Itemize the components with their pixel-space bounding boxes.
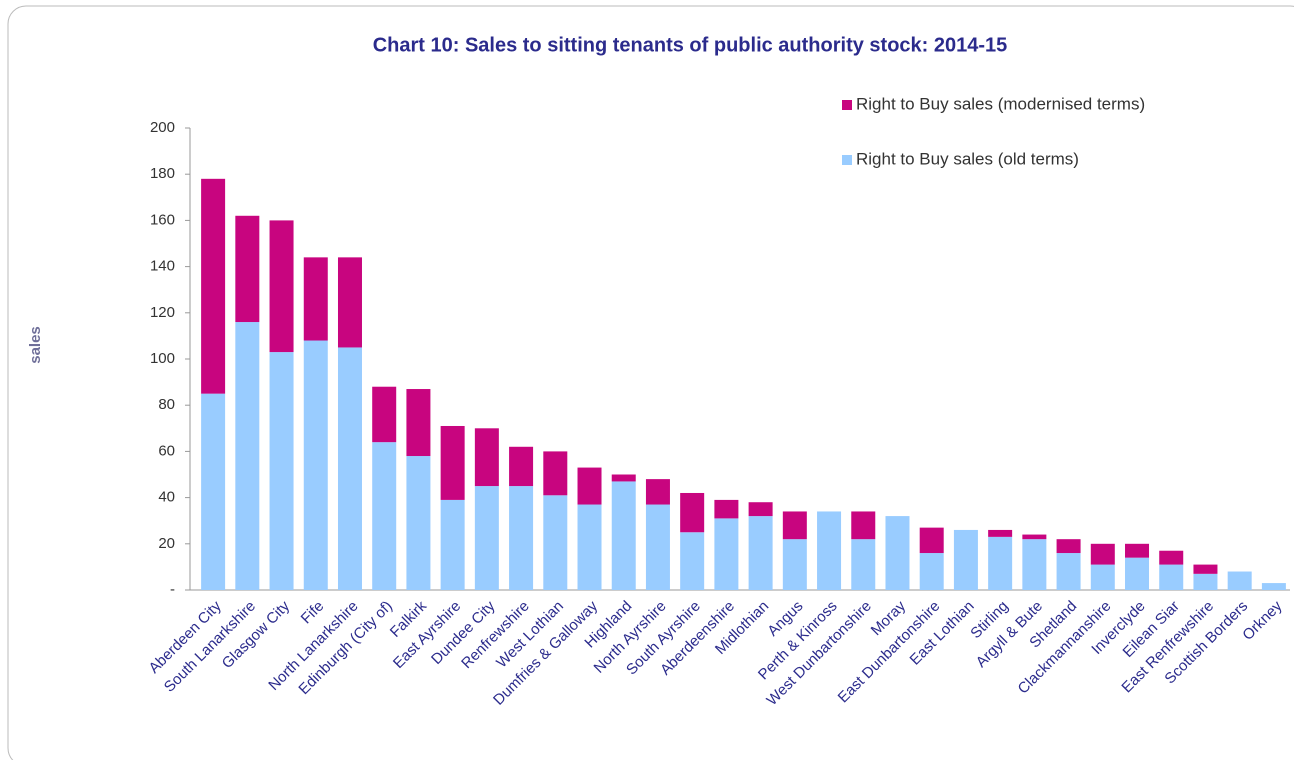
bar-segment: [1193, 573, 1218, 590]
y-tick-label: 60: [158, 442, 175, 459]
legend-swatch: [842, 155, 852, 165]
bar-segment: [372, 386, 397, 443]
bar-segment: [577, 467, 602, 505]
bar-segment: [337, 347, 362, 590]
bar-segment: [303, 340, 328, 590]
bar-segment: [1193, 564, 1218, 574]
bar-segment: [440, 499, 465, 590]
bar-segment: [440, 425, 465, 500]
bar-segment: [680, 492, 705, 533]
bar-segment: [269, 220, 294, 353]
bar-segment: [1022, 534, 1047, 540]
bar-segment: [1090, 564, 1115, 590]
bar-segment: [543, 451, 568, 496]
bar-segment: [269, 352, 294, 590]
bar-segment: [1159, 564, 1184, 590]
y-tick-label: 80: [158, 396, 175, 413]
bar-segment: [406, 456, 431, 590]
bar-segment: [474, 428, 499, 487]
bar-segment: [1056, 553, 1081, 590]
bar-segment: [645, 479, 670, 505]
bar-segment: [201, 393, 226, 590]
bar-segment: [201, 178, 226, 394]
y-axis-label: sales: [27, 326, 44, 364]
bar-segment: [645, 504, 670, 590]
bar-segment: [1022, 539, 1047, 590]
y-tick-label: 120: [150, 304, 175, 321]
bar-segment: [611, 474, 636, 482]
bar-segment: [885, 516, 910, 590]
chart-title: Chart 10: Sales to sitting tenants of pu…: [373, 34, 1008, 56]
legend-swatch: [842, 100, 852, 110]
y-tick-label: 140: [150, 258, 175, 275]
bar-segment: [1090, 543, 1115, 565]
bar-segment: [714, 518, 739, 590]
bar-segment: [919, 527, 944, 554]
bar-segment: [1056, 539, 1081, 554]
bar-segment: [406, 389, 431, 457]
bar-segment: [748, 516, 773, 590]
bar-segment: [1261, 583, 1286, 590]
bar-segment: [748, 502, 773, 517]
bar-segment: [509, 446, 534, 487]
bar-segment: [577, 504, 602, 590]
bar-segment: [782, 539, 807, 590]
y-tick-label: 40: [158, 489, 175, 506]
bar-segment: [680, 532, 705, 590]
bar-segment: [543, 495, 568, 590]
y-tick-label: 100: [150, 350, 175, 367]
bar-segment: [953, 529, 978, 590]
y-tick-label: 200: [150, 119, 175, 136]
legend-label: Right to Buy sales (old terms): [856, 149, 1079, 168]
y-tick-label: -: [170, 581, 175, 598]
bar-segment: [474, 486, 499, 590]
bar-segment: [235, 322, 260, 590]
bar-segment: [372, 442, 397, 590]
bar-segment: [714, 499, 739, 519]
bar-segment: [1125, 543, 1150, 558]
y-tick-label: 180: [150, 165, 175, 182]
bar-segment: [851, 511, 876, 540]
bar-segment: [1159, 550, 1184, 565]
bar-segment: [817, 511, 842, 590]
bar-segment: [611, 481, 636, 590]
y-tick-label: 160: [150, 211, 175, 228]
bar-segment: [235, 215, 260, 323]
bar-segment: [988, 536, 1013, 590]
y-tick-label: 20: [158, 535, 175, 552]
bar-segment: [509, 486, 534, 590]
bar-segment: [919, 553, 944, 590]
bar-segment: [988, 529, 1013, 537]
bar-segment: [851, 539, 876, 590]
bar-segment: [303, 257, 328, 341]
legend-label: Right to Buy sales (modernised terms): [856, 94, 1145, 113]
bar-segment: [1227, 571, 1252, 590]
bar-segment: [337, 257, 362, 348]
bar-segment: [782, 511, 807, 540]
bar-segment: [1125, 557, 1150, 590]
